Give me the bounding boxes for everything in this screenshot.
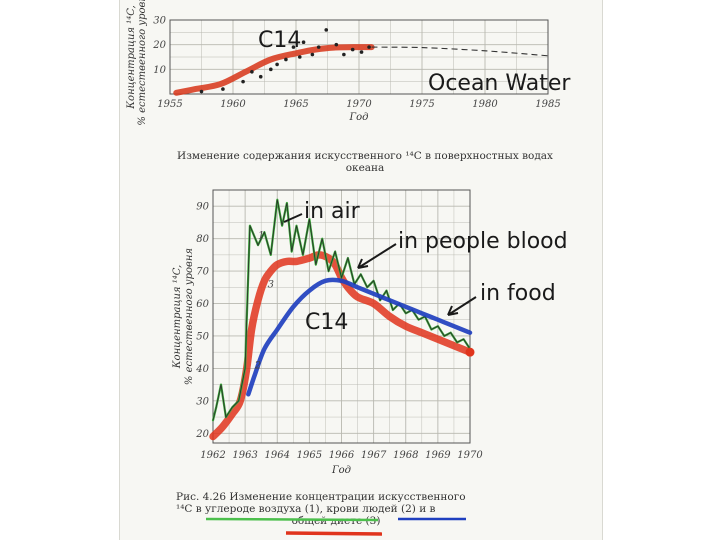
figure-caption-line-2: ¹⁴C в углероде воздуха (1), крови людей … (176, 503, 436, 515)
bot-xtick-label-0: 1962 (200, 450, 225, 461)
bot-ylabel-line-1: Концентрация ¹⁴C, (172, 265, 183, 369)
top-plot-frame (169, 19, 549, 95)
top-xlabel: Год (349, 112, 369, 123)
annotation-in-air: in air (304, 199, 361, 224)
top-scatter-point-16 (350, 47, 355, 52)
top-scatter-point-8 (291, 45, 296, 49)
bot-ytick-label-1: 30 (196, 396, 209, 407)
bot-ytick-label-5: 70 (196, 267, 209, 278)
arrow-in-air (283, 213, 303, 223)
top-scatter-point-6 (275, 62, 279, 67)
figure-caption-line-1: Рис. 4.26 Изменение концентрации искусст… (176, 491, 466, 503)
ocean-caption: Изменение содержания искусственного ¹⁴C … (177, 150, 553, 174)
ocean-chart: 10 20 30 1955 1960 1965 1970 1975 1980 1985 Год Кон… (126, 0, 571, 126)
bot-xlabel: Год (331, 465, 351, 476)
figure-caption: Рис. 4.26 Изменение концентрации искусст… (176, 491, 496, 527)
top-scatter-point-1 (221, 87, 225, 91)
bot-xtick-label-7: 1969 (425, 450, 451, 461)
bot-ylabel-line-2: % естественного уровня (184, 248, 195, 385)
annotation-c14-top: C14 (258, 28, 301, 53)
top-xtick-label-2: 1965 (283, 99, 308, 110)
bot-ytick-label-3: 50 (196, 331, 209, 342)
top-scatter-point-17 (359, 50, 364, 54)
series-number-label-1: 1 (258, 231, 264, 242)
annotation-c14-bottom: C14 (305, 310, 348, 335)
top-marker-line-0 (173, 44, 375, 96)
top-xtick-label-6: 1985 (535, 99, 560, 110)
top-xtick-label-5: 1980 (472, 99, 498, 110)
bot-xtick-label-6: 1968 (393, 450, 418, 461)
series-number-label-2: 2 (254, 360, 261, 371)
top-scatter-point-12 (316, 45, 321, 49)
top-scatter-point-11 (310, 52, 315, 57)
top-ytick-label-1: 20 (152, 40, 166, 51)
top-dashed-projection (371, 46, 549, 57)
top-ylabel-line-1: Концентрация ¹⁴C, (126, 5, 137, 109)
annotation-in-people-blood: in people blood (398, 229, 568, 254)
series-line-2 (246, 277, 473, 397)
figure-caption-line-3: общей диете (3) (291, 515, 381, 527)
arrow-in-food (447, 296, 477, 316)
bot-xtick-label-1: 1963 (232, 450, 257, 461)
bot-plot-frame (212, 189, 471, 444)
figure-number: Рис. 4.26 (176, 491, 226, 503)
top-scatter-point-7 (284, 57, 288, 62)
top-xtick-label-1: 1960 (220, 99, 246, 110)
top-scatter-point-2 (241, 79, 245, 84)
bot-xtick-label-8: 1970 (457, 450, 483, 461)
food-series-end-point (465, 347, 475, 357)
blood-chart: 20 30 40 50 60 70 80 90 1962 1963 1964 1965 1966 1967… (172, 189, 568, 476)
bot-xtick-label-5: 1967 (361, 450, 387, 461)
top-xtick-label-3: 1970 (346, 99, 372, 110)
bot-xtick-label-2: 1964 (265, 450, 290, 461)
top-ytick-label-2: 30 (153, 16, 166, 27)
top-scatter-point-14 (334, 42, 339, 47)
top-scatter-point-15 (342, 52, 346, 57)
annotation-in-food: in food (480, 281, 556, 306)
annotation-ocean-water: Ocean Water (428, 71, 571, 96)
top-ylabel: Концентрация ¹⁴C,% естественного уровня (126, 0, 148, 126)
top-ylabel-line-2: % естественного уровня (137, 0, 148, 126)
top-scatter-point-13 (324, 28, 329, 32)
bot-xtick-label-3: 1965 (297, 450, 322, 461)
top-xtick-label-0: 1955 (157, 99, 182, 110)
bot-ytick-label-6: 80 (196, 234, 209, 245)
top-scatter-point-4 (258, 74, 263, 79)
series-number-label-3: 3 (268, 279, 274, 290)
top-ytick-label-0: 10 (153, 65, 166, 76)
bot-ylabel: Концентрация ¹⁴C,% естественного уровня (172, 248, 195, 385)
bot-xtick-label-4: 1966 (329, 450, 355, 461)
arrow-in-people-blood (357, 243, 397, 269)
top-xtick-label-4: 1975 (409, 99, 434, 110)
top-scatter-point-10 (301, 40, 306, 44)
top-scatter-point-0 (199, 89, 204, 94)
top-scatter-point-9 (297, 55, 302, 59)
top-scatter-point-18 (367, 45, 371, 49)
top-scatter-point-5 (269, 67, 273, 72)
bot-ytick-label-4: 60 (196, 299, 209, 310)
bot-ytick-label-2: 40 (195, 364, 209, 375)
bot-ytick-label-7: 90 (196, 202, 209, 213)
bot-ytick-label-0: 20 (195, 429, 209, 440)
top-scatter-point-3 (250, 70, 254, 74)
